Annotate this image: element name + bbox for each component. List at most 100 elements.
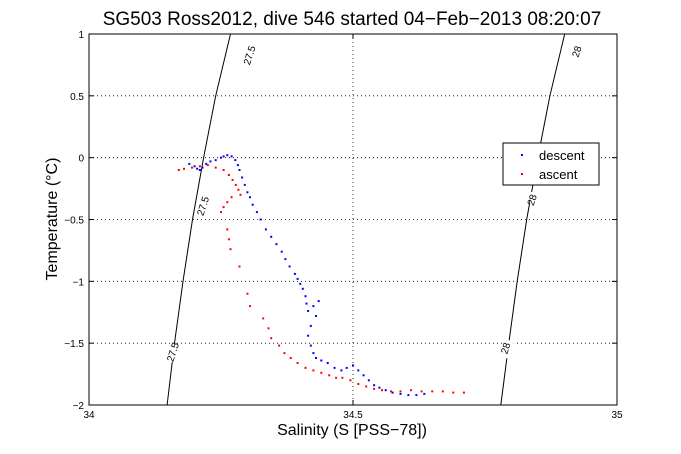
data-point-descent — [238, 169, 241, 171]
data-point-ascent — [230, 196, 233, 199]
data-point-descent — [275, 243, 278, 246]
data-point-descent — [288, 265, 291, 268]
data-point-descent — [378, 386, 381, 389]
data-point-descent — [230, 155, 233, 158]
data-point-ascent — [335, 376, 338, 379]
data-point-ascent — [267, 327, 270, 330]
data-point-descent — [312, 352, 315, 355]
x-axis-ticks: 34 34.5 35 — [83, 34, 623, 421]
data-point-descent — [249, 196, 251, 199]
data-point-descent — [317, 300, 320, 303]
contour-label-bg — [171, 344, 182, 363]
data-point-descent — [307, 310, 310, 312]
data-point-ascent — [431, 390, 434, 393]
data-point-descent — [220, 156, 222, 159]
data-point-descent — [251, 203, 254, 206]
data-point-ascent — [191, 166, 193, 169]
legend-label-descent: descent — [539, 148, 585, 163]
data-point-descent — [315, 357, 317, 359]
data-point-ascent — [296, 362, 299, 364]
data-point-ascent — [283, 352, 286, 355]
data-point-descent — [293, 272, 296, 275]
data-point-ascent — [226, 201, 229, 204]
data-point-ascent — [234, 183, 237, 186]
data-point-descent — [357, 369, 360, 372]
data-point-descent — [236, 164, 239, 167]
data-point-ascent — [373, 387, 376, 390]
density-contour-line — [166, 33, 231, 406]
density-contour-label: 28 — [526, 193, 540, 207]
y-tick-label: 0.5 — [70, 92, 84, 103]
data-point-ascent — [390, 390, 392, 393]
data-point-ascent — [246, 292, 249, 295]
data-point-ascent — [237, 188, 240, 191]
data-point-descent — [296, 277, 299, 280]
data-point-descent — [407, 394, 410, 397]
data-point-ascent — [229, 248, 232, 251]
x-tick-label: 34 — [83, 410, 95, 421]
data-points — [177, 154, 465, 397]
data-point-descent — [264, 228, 267, 231]
contour-label-bg — [201, 198, 212, 217]
y-tick-label: −2 — [73, 401, 85, 412]
data-point-descent — [270, 235, 273, 238]
data-point-descent — [243, 183, 246, 186]
data-point-ascent — [289, 357, 292, 359]
data-point-descent — [305, 302, 308, 305]
data-point-descent — [193, 165, 196, 168]
legend-marker-descent — [521, 154, 523, 156]
y-tick-label: −1.5 — [64, 339, 84, 350]
data-point-ascent — [262, 317, 265, 320]
data-point-descent — [241, 176, 244, 179]
data-point-descent — [367, 379, 370, 382]
legend-box — [502, 142, 600, 186]
data-point-descent — [320, 359, 323, 362]
data-point-descent — [352, 364, 354, 367]
data-point-descent — [188, 162, 191, 165]
data-point-descent — [196, 167, 199, 170]
data-point-ascent — [183, 167, 185, 170]
data-point-descent — [222, 155, 225, 158]
contour-label-bg — [575, 43, 586, 62]
data-point-descent — [345, 366, 348, 369]
data-point-descent — [362, 374, 365, 377]
data-point-ascent — [220, 211, 222, 214]
x-tick-label: 34.5 — [343, 410, 363, 421]
data-point-descent — [234, 159, 237, 162]
data-point-descent — [312, 305, 315, 308]
data-point-ascent — [177, 169, 180, 171]
data-point-ascent — [214, 166, 217, 169]
y-tick-label: 1 — [78, 30, 84, 41]
legend-marker-ascent — [521, 173, 523, 175]
data-point-ascent — [349, 379, 352, 382]
y-tick-label: 0 — [78, 154, 84, 165]
x-axis-label: Salinity (S [PSS−78]) — [277, 422, 427, 439]
data-point-ascent — [239, 193, 242, 196]
contour-label-bg — [530, 191, 541, 210]
data-point-descent — [280, 250, 283, 253]
data-point-ascent — [231, 178, 234, 181]
data-point-descent — [255, 211, 258, 214]
data-point-ascent — [238, 265, 241, 268]
data-point-ascent — [441, 390, 444, 393]
data-point-descent — [373, 384, 376, 387]
data-point-ascent — [420, 390, 423, 393]
y-axis-ticks: 1 0.5 0 −0.5 −1 −1.5 −2 — [64, 30, 617, 412]
data-point-ascent — [365, 385, 368, 388]
data-point-ascent — [452, 391, 455, 394]
density-contour-label: 28 — [571, 44, 585, 58]
data-point-ascent — [206, 164, 209, 167]
data-point-descent — [201, 166, 204, 169]
data-point-ascent — [320, 371, 323, 374]
data-point-descent — [299, 282, 302, 285]
data-point-descent — [209, 160, 212, 163]
data-point-descent — [246, 191, 249, 194]
data-point-ascent — [222, 206, 225, 209]
data-point-descent — [340, 369, 343, 372]
data-point-ascent — [304, 366, 307, 369]
data-point-descent — [259, 218, 262, 221]
data-point-ascent — [222, 169, 225, 171]
chart-title: SG503 Ross2012, dive 546 started 04−Feb−… — [103, 9, 602, 30]
